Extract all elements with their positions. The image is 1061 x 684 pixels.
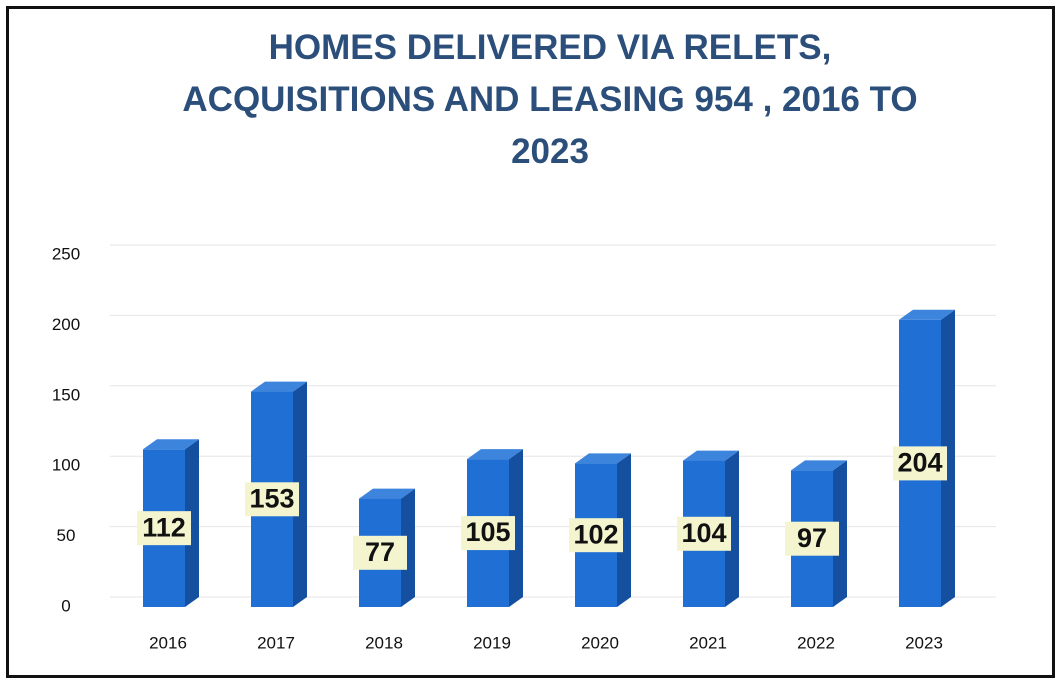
bar-top — [143, 439, 199, 450]
bar-top — [575, 453, 631, 464]
bar-side — [833, 460, 847, 607]
bar-top — [791, 460, 847, 471]
bar-side — [293, 381, 307, 607]
chart-title: HOMES DELIVERED VIA RELETS, ACQUISITIONS… — [182, 28, 918, 171]
value-label: 112 — [142, 512, 186, 542]
bar-side — [617, 453, 631, 607]
x-tick-label: 2023 — [905, 633, 943, 652]
bar-side — [185, 439, 199, 607]
value-label-box — [569, 518, 623, 553]
value-label-box — [893, 446, 947, 481]
bar-side — [725, 450, 739, 607]
x-tick-label: 2017 — [257, 633, 295, 652]
y-tick-label: 0 — [61, 596, 70, 615]
value-label-box — [353, 535, 407, 570]
value-label: 104 — [681, 518, 726, 548]
value-label: 77 — [365, 537, 395, 567]
value-label: 102 — [573, 519, 618, 549]
x-tick-label: 2020 — [581, 633, 619, 652]
value-label: 153 — [249, 483, 294, 513]
value-label-box — [461, 516, 515, 551]
value-label-box — [785, 521, 839, 556]
x-tick-label: 2016 — [149, 633, 187, 652]
value-label: 204 — [897, 448, 942, 478]
value-label: 105 — [465, 517, 510, 547]
x-tick-label: 2019 — [473, 633, 511, 652]
value-label-box — [245, 482, 299, 517]
y-tick-label: 150 — [52, 385, 80, 404]
value-label-box — [137, 511, 191, 546]
value-label-box — [677, 516, 731, 551]
y-tick-label: 100 — [52, 456, 80, 475]
x-tick-label: 2018 — [365, 633, 403, 652]
bar-top — [467, 449, 523, 460]
value-label: 97 — [797, 523, 827, 553]
bar-top — [683, 450, 739, 461]
y-tick-label: 50 — [57, 526, 76, 545]
y-tick-label: 250 — [52, 244, 80, 263]
bar-side — [509, 449, 523, 607]
bar-side — [941, 309, 955, 607]
bar-top — [359, 488, 415, 499]
x-tick-label: 2022 — [797, 633, 835, 652]
x-tick-label: 2021 — [689, 633, 727, 652]
bar-side — [401, 488, 415, 607]
bar-top — [899, 309, 955, 320]
bar-top — [251, 381, 307, 392]
y-tick-label: 200 — [52, 315, 80, 334]
